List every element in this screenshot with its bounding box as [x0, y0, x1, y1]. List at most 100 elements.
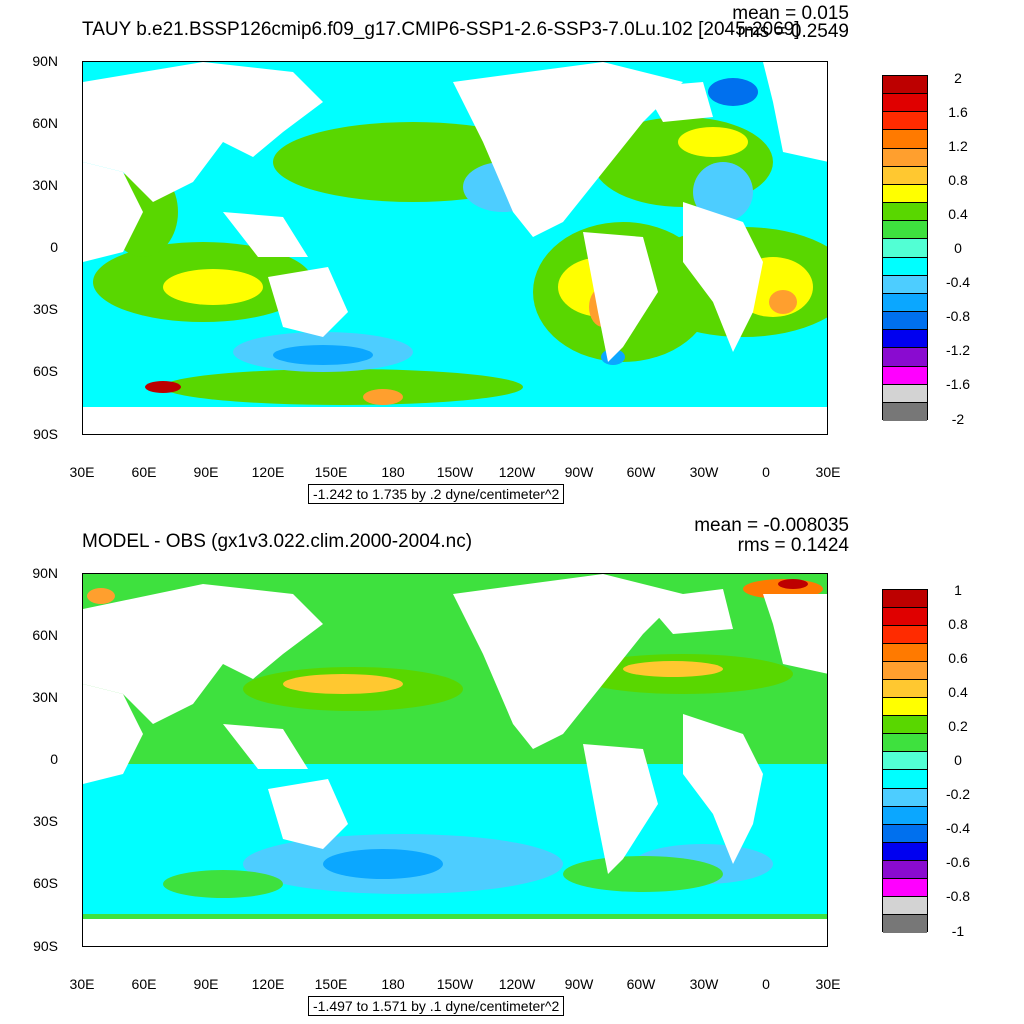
top-field-neg	[693, 162, 753, 222]
top-colorbar-label: 0.4	[948, 206, 968, 222]
bottom-map	[82, 573, 828, 947]
top-lon-label: 90W	[564, 464, 594, 480]
bottom-colorbar-label: 1	[954, 582, 962, 598]
top-map	[82, 61, 828, 435]
bottom-lon-label: 90W	[564, 976, 594, 992]
top-colorbar-label: -1.2	[945, 342, 971, 358]
top-rms-label: rms = 0.2549	[737, 21, 849, 42]
bottom-lon-label: 150E	[314, 976, 348, 992]
top-panel: TAUY b.e21.BSSP126cmip6.f09_g17.CMIP6-SS…	[32, 3, 971, 504]
bottom-mean-label: mean = -0.008035	[694, 515, 849, 536]
top-lon-label: 60W	[626, 464, 656, 480]
bottom-lon-label: 30E	[815, 976, 841, 992]
bottom-land-greenland	[643, 589, 733, 634]
bottom-lon-label: 60W	[626, 976, 656, 992]
top-lon-label: 0	[762, 464, 770, 480]
bottom-colorbar-cell	[883, 824, 927, 843]
bottom-colorbar-cell	[883, 608, 927, 627]
bottom-colorbar-cell	[883, 860, 927, 879]
bottom-land-maritime	[223, 724, 308, 769]
top-land-greenland	[643, 82, 713, 122]
top-land-europe	[763, 62, 827, 162]
top-colorbar-label: 0	[954, 240, 962, 256]
bottom-lon-label: 90E	[193, 976, 219, 992]
bottom-land-eurasia	[83, 584, 323, 724]
top-land-africa-east	[83, 162, 143, 262]
top-mean-label: mean = 0.015	[732, 3, 849, 24]
bottom-colorbar-cell	[883, 896, 927, 915]
bottom-colorbar-cell	[883, 698, 927, 717]
top-colorbar-label: 0.8	[948, 172, 968, 188]
bottom-colorbar-cell	[883, 770, 927, 789]
bottom-field-pos	[163, 870, 283, 898]
top-colorbar-label: 1.2	[948, 138, 968, 154]
top-field-pos	[163, 369, 523, 405]
bottom-colorbar-label: 0.4	[948, 684, 968, 700]
bottom-lon-label: 30E	[69, 976, 95, 992]
bottom-colorbar-cell	[883, 662, 927, 681]
bottom-field-pos-peak	[87, 588, 115, 604]
top-range-label: -1.242 to 1.735 by .2 dyne/centimeter^2	[308, 484, 565, 504]
bottom-land-north-america	[453, 574, 683, 749]
bottom-field-pos	[563, 856, 723, 892]
top-lon-label: 150W	[436, 464, 474, 480]
bottom-lon-label: 30W	[689, 976, 719, 992]
bottom-colorbar-label: 0.2	[948, 718, 968, 734]
top-colorbar-label: -1.6	[945, 376, 971, 392]
bottom-land-africa-east	[83, 684, 143, 784]
bottom-land-europe	[763, 594, 827, 674]
bottom-land-south-america	[583, 744, 658, 874]
top-colorbar-cell	[883, 112, 927, 131]
top-lon-label: 120W	[498, 464, 536, 480]
top-field-pos-peak	[363, 389, 403, 405]
top-lat-label: 60S	[33, 363, 58, 379]
bottom-colorbar-cell	[883, 842, 927, 861]
top-field-pos-peak	[145, 381, 181, 393]
bottom-lat-label: 90N	[32, 565, 58, 581]
bottom-lon-label: 60E	[131, 976, 157, 992]
bottom-colorbar-cell	[883, 914, 927, 933]
bottom-colorbar-cell	[883, 752, 927, 771]
bottom-lat-label: 30N	[32, 689, 58, 705]
bottom-panel-title: MODEL - OBS (gx1v3.022.clim.2000-2004.nc…	[82, 531, 473, 552]
top-lat-label: 30N	[32, 177, 58, 193]
top-lon-label: 180	[381, 464, 405, 480]
top-colorbar-cell	[883, 221, 927, 240]
top-land-africa	[683, 202, 763, 352]
top-colorbar-cell	[883, 257, 927, 276]
bottom-field-extreme	[778, 579, 808, 589]
top-colorbar-cell	[883, 239, 927, 258]
top-colorbar-cell	[883, 348, 927, 367]
top-lat-label: 60N	[32, 115, 58, 131]
bottom-lon-label: 180	[381, 976, 405, 992]
bottom-lat-label: 60N	[32, 627, 58, 643]
top-land-australia	[268, 267, 348, 337]
top-colorbar	[882, 75, 928, 421]
bottom-lat-label: 0	[50, 751, 58, 767]
top-colorbar-cell	[883, 166, 927, 185]
bottom-colorbar-label: -0.8	[945, 888, 971, 904]
top-colorbar-cell	[883, 366, 927, 385]
top-lon-label: 30E	[69, 464, 95, 480]
bottom-panel: MODEL - OBS (gx1v3.022.clim.2000-2004.nc…	[0, 512, 1024, 1024]
bottom-colorbar-label: 0	[954, 752, 962, 768]
bottom-lon-label: 120W	[498, 976, 536, 992]
bottom-colorbar-cell	[883, 644, 927, 663]
bottom-land-africa	[683, 714, 763, 864]
bottom-land-antarctica	[83, 919, 827, 946]
bottom-colorbar-cell	[883, 626, 927, 645]
bottom-colorbar-label: 0.8	[948, 616, 968, 632]
top-colorbar-label: -2	[951, 411, 965, 427]
bottom-colorbar-cell	[883, 878, 927, 897]
top-colorbar-cell	[883, 184, 927, 204]
bottom-colorbar-label: -1	[951, 923, 965, 939]
bottom-lon-label: 0	[762, 976, 770, 992]
bottom-colorbar-label: -0.2	[945, 786, 971, 802]
bottom-colorbar	[882, 589, 928, 933]
bottom-colorbar-cell	[883, 680, 927, 699]
top-lat-label: 90S	[33, 426, 58, 442]
top-lon-label: 30W	[689, 464, 719, 480]
bottom-lat-label: 60S	[33, 875, 58, 891]
top-lon-label: 30E	[815, 464, 841, 480]
top-land-south-america	[583, 232, 658, 362]
